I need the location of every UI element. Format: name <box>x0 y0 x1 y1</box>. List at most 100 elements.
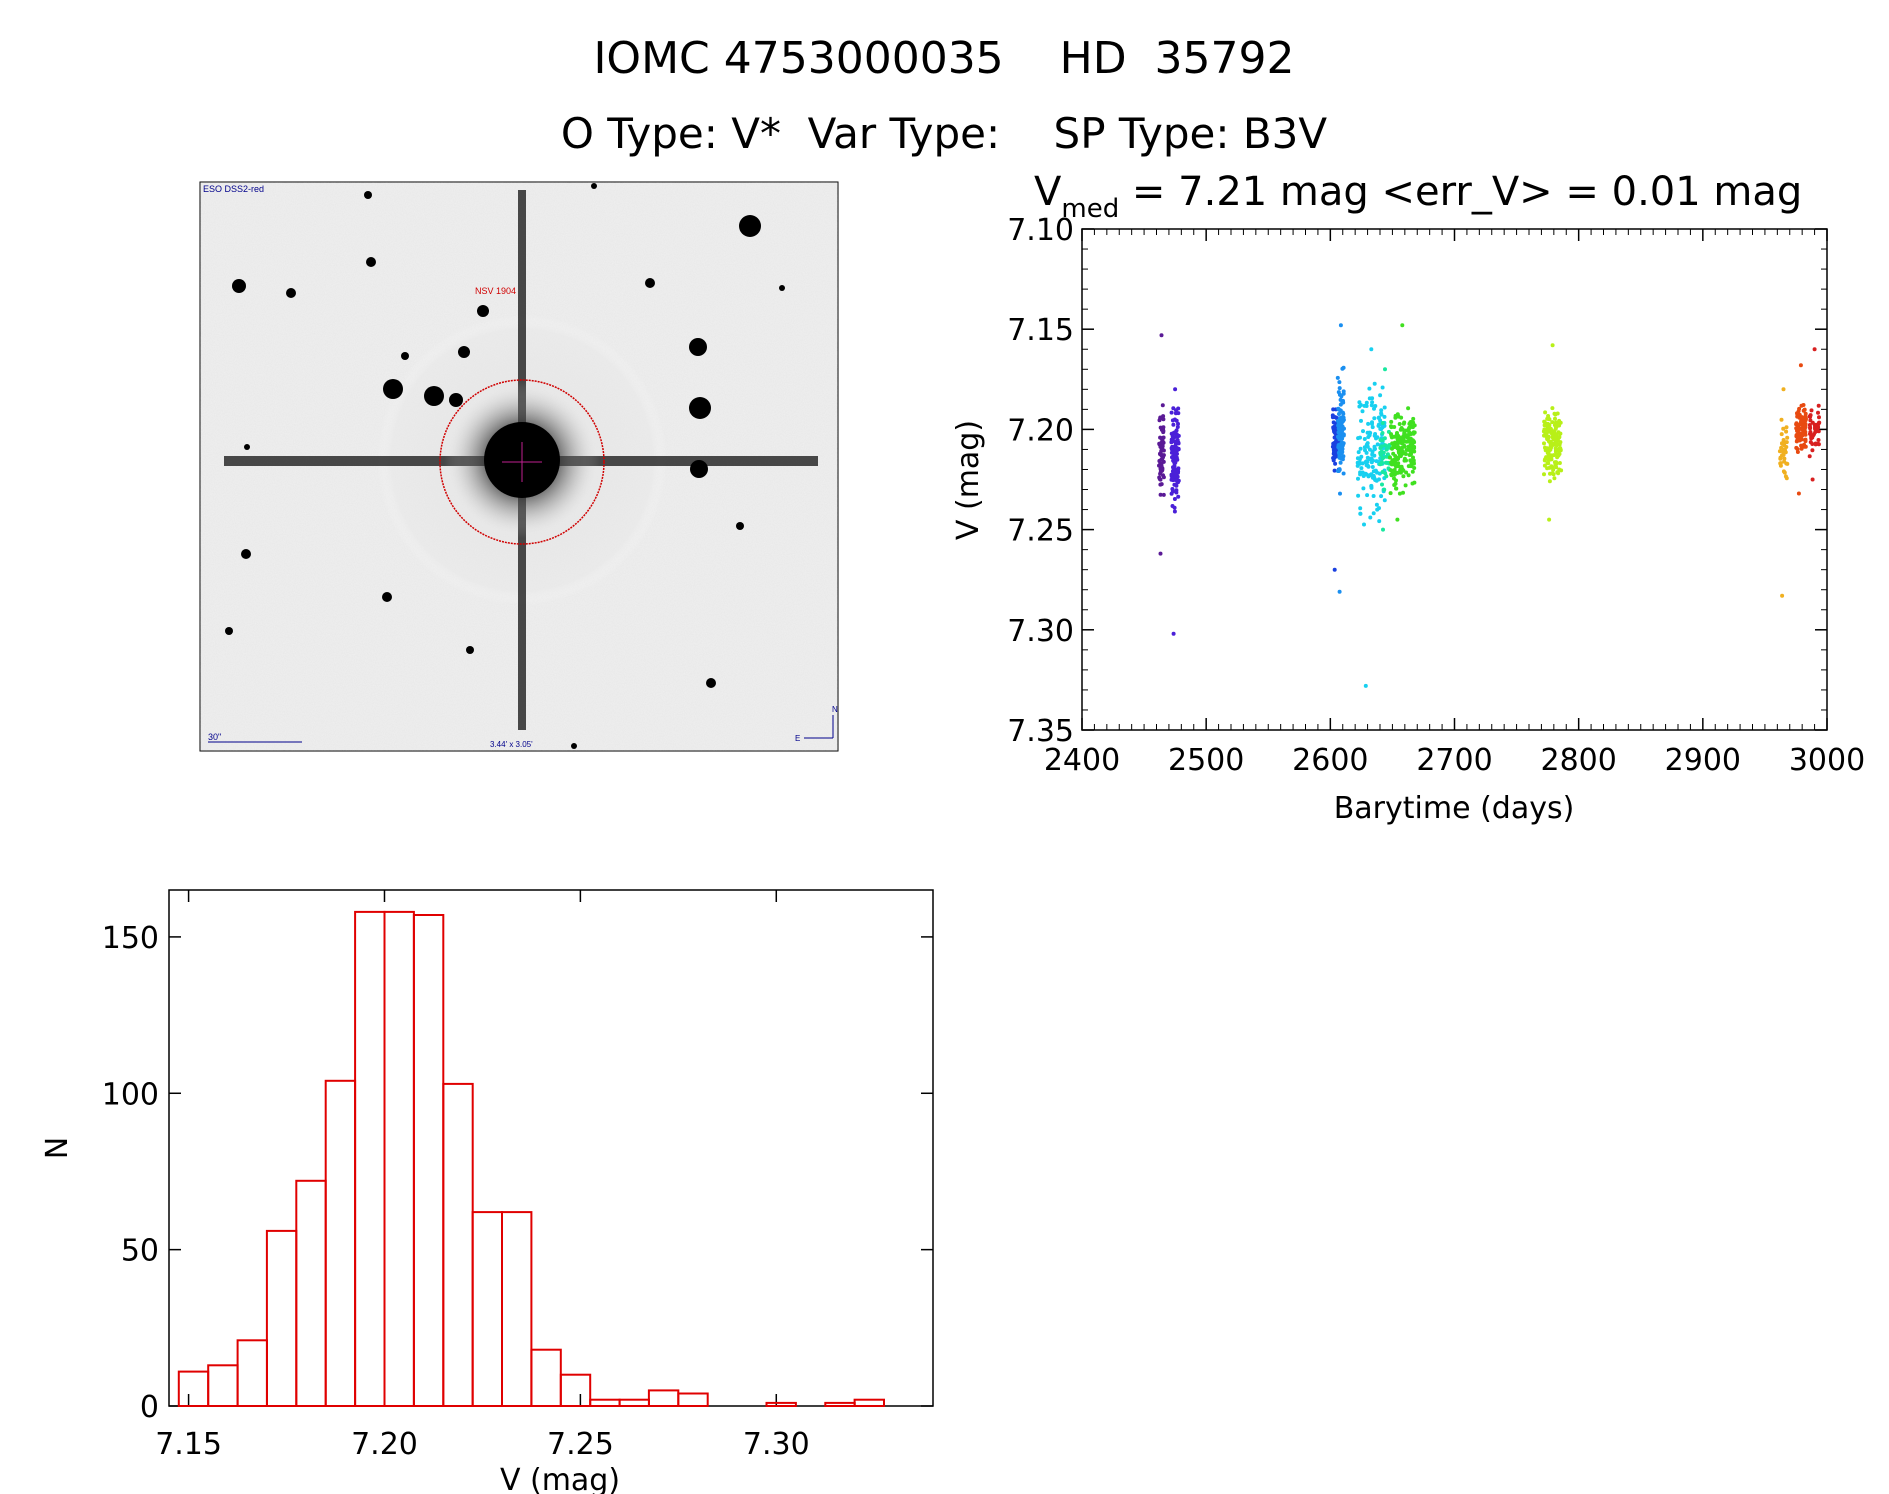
hist-bar <box>530 1348 562 1407</box>
lc-point <box>1361 429 1365 434</box>
lc-x-tick-label: 3000 <box>1789 743 1865 778</box>
hist-bar <box>765 1401 797 1408</box>
lc-point <box>1548 471 1552 476</box>
lc-point <box>1364 400 1369 405</box>
lc-point <box>1542 441 1546 446</box>
lc-point <box>1331 420 1336 425</box>
lc-point <box>1781 452 1786 457</box>
lc-point <box>1357 404 1362 409</box>
lc-point <box>1381 455 1386 460</box>
lc-point <box>1341 398 1345 403</box>
lc-point <box>1389 435 1394 440</box>
lc-point <box>1170 434 1175 439</box>
lc-point <box>1552 476 1557 481</box>
lc-point <box>1174 433 1179 438</box>
lc-point <box>1362 403 1367 408</box>
lc-x-tick-label: 2500 <box>1168 743 1244 778</box>
lc-point <box>1545 436 1550 441</box>
lc-point <box>1402 456 1407 461</box>
lc-point <box>1377 506 1381 511</box>
lc-point <box>1551 472 1556 477</box>
lc-point <box>1176 421 1180 426</box>
lc-point <box>1392 425 1397 429</box>
compass-icon <box>804 715 834 739</box>
lc-point <box>1801 416 1806 421</box>
lc-point <box>1816 438 1821 442</box>
hist-y-tick-label: 0 <box>140 1390 159 1425</box>
lc-point <box>1332 567 1337 572</box>
lc-series-1 <box>1169 387 1181 636</box>
lc-point <box>1401 474 1406 479</box>
lc-point <box>1554 443 1559 448</box>
lc-point <box>1170 418 1175 423</box>
lc-point <box>1356 476 1360 481</box>
lc-point <box>1375 442 1380 447</box>
lc-point <box>1392 468 1397 472</box>
lc-point <box>1369 347 1374 352</box>
lc-point <box>1383 367 1387 372</box>
lc-point <box>1365 463 1370 468</box>
lc-x-tick-label: 2600 <box>1292 743 1368 778</box>
hist-bar <box>618 1398 650 1407</box>
lc-point <box>1362 445 1367 450</box>
lc-point <box>1545 425 1550 430</box>
lc-y-tick-label: 7.25 <box>1007 514 1074 549</box>
lc-point <box>1553 416 1557 421</box>
lc-point <box>1813 425 1817 429</box>
lc-series-9 <box>1794 363 1808 496</box>
lc-point <box>1372 416 1377 421</box>
lc-point <box>1335 375 1340 380</box>
lc-point <box>1543 457 1548 462</box>
lc-point <box>1801 430 1806 435</box>
lc-point <box>1779 417 1784 422</box>
lc-point <box>1406 406 1411 411</box>
lc-point <box>1174 488 1179 493</box>
lc-point <box>1780 593 1785 598</box>
lc-point <box>1397 422 1402 426</box>
lc-point <box>1557 461 1562 465</box>
lc-point <box>1355 463 1360 468</box>
lc-point <box>1358 470 1363 475</box>
lc-point <box>1795 447 1800 452</box>
lc-point <box>1380 385 1385 390</box>
lc-point <box>1333 461 1338 466</box>
lc-point <box>1169 410 1174 415</box>
light-curve-panel: Vmed = 7.21 mag <err_V> = 0.01 mag 2400 2… <box>951 169 1865 826</box>
lc-point <box>1341 389 1346 394</box>
lc-point <box>1403 483 1408 488</box>
lc-point <box>1176 411 1181 416</box>
lc-point <box>1400 467 1405 472</box>
lc-point <box>1370 425 1375 430</box>
lc-point <box>1171 631 1176 636</box>
hist-bar <box>412 914 445 1407</box>
lc-point <box>1545 450 1550 455</box>
lc-point <box>1379 452 1383 457</box>
lc-x-tick-label: 2800 <box>1540 743 1616 778</box>
lc-point <box>1778 463 1783 468</box>
lc-point <box>1411 455 1415 460</box>
lc-point <box>1161 492 1166 497</box>
lc-point <box>1556 453 1561 458</box>
hist-x-tick-label: 7.30 <box>743 1427 810 1462</box>
lc-point <box>1175 446 1179 451</box>
histogram-panel: 7.15 7.20 7.25 7.30 0 50 100 150 V (mag) N <box>40 889 934 1494</box>
lc-point <box>1395 517 1400 522</box>
lc-point <box>1161 475 1166 480</box>
lc-point <box>1551 467 1556 472</box>
hist-bar <box>471 1211 504 1407</box>
lc-point <box>1544 433 1549 438</box>
lc-point <box>1801 426 1806 431</box>
lc-point <box>1400 445 1405 450</box>
lc-point <box>1410 469 1415 474</box>
lc-point <box>1175 425 1180 429</box>
hist-bar <box>295 1179 327 1408</box>
hist-bar <box>207 1364 239 1408</box>
lc-point <box>1332 430 1337 435</box>
lc-point <box>1557 446 1562 451</box>
lc-point <box>1159 449 1164 454</box>
lc-point <box>1374 459 1379 464</box>
lc-point <box>1777 449 1782 454</box>
size-label: 3.44' x 3.05' <box>490 740 533 749</box>
lc-point <box>1395 436 1400 441</box>
lc-point <box>1171 422 1176 427</box>
